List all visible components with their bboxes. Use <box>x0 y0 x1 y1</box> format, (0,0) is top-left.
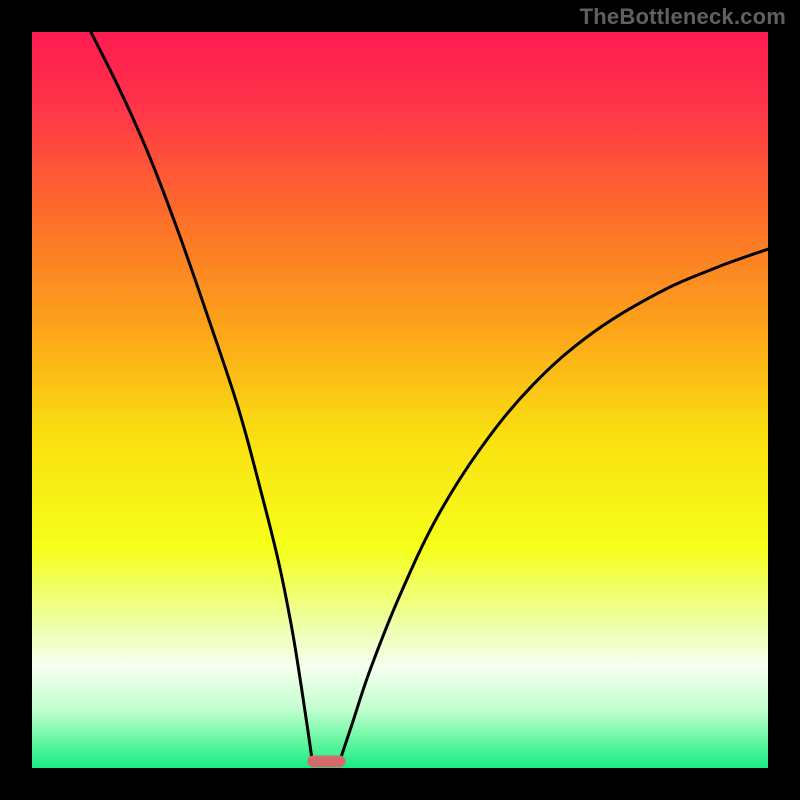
plot-area <box>32 32 768 768</box>
chart-frame: TheBottleneck.com <box>0 0 800 800</box>
chart-svg <box>32 32 768 768</box>
watermark-text: TheBottleneck.com <box>580 4 786 30</box>
